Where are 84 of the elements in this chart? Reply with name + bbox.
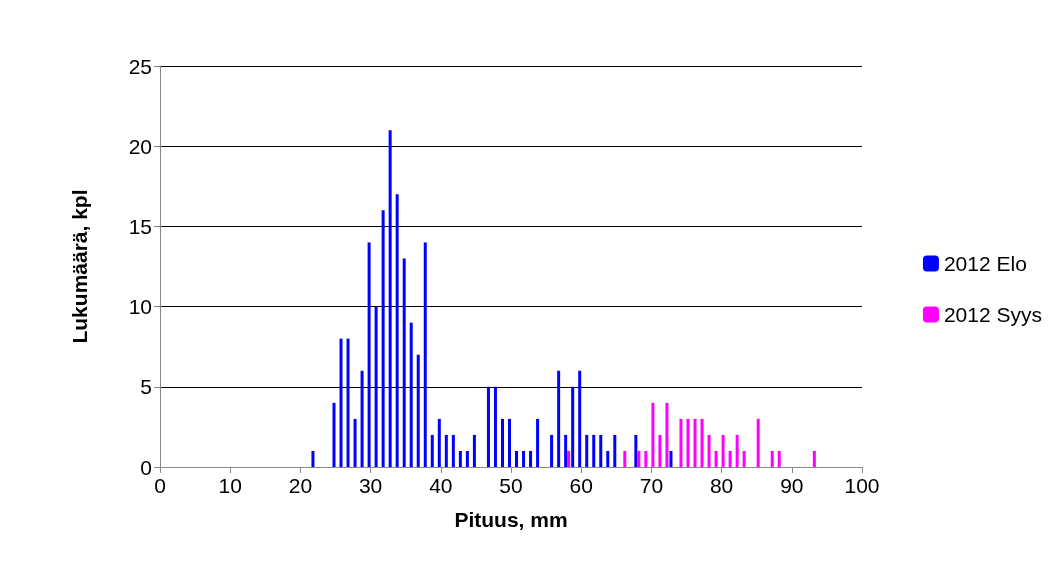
bar xyxy=(536,418,540,467)
bar xyxy=(564,434,568,467)
bar xyxy=(332,402,336,467)
bar xyxy=(812,450,816,467)
y-tick-label: 25 xyxy=(128,54,152,78)
legend-label: 2012 Elo xyxy=(943,252,1027,275)
bar xyxy=(693,418,697,467)
bar xyxy=(522,450,526,467)
bar xyxy=(742,450,746,467)
bar xyxy=(508,418,511,467)
bar xyxy=(458,450,462,467)
bar xyxy=(381,210,385,467)
bar xyxy=(557,370,561,467)
bar xyxy=(599,434,603,467)
bar xyxy=(430,434,434,467)
bar xyxy=(500,418,504,467)
bar xyxy=(777,450,781,467)
bar xyxy=(437,418,441,467)
x-tick-label: 50 xyxy=(499,474,523,497)
bar xyxy=(444,434,448,467)
bar xyxy=(679,418,683,467)
bar xyxy=(550,434,554,467)
bar xyxy=(451,434,455,467)
bar xyxy=(634,434,638,467)
bar xyxy=(714,450,718,467)
x-tick-label: 70 xyxy=(639,474,664,497)
bar xyxy=(770,450,774,467)
y-tick-label: 20 xyxy=(128,134,152,158)
bar xyxy=(360,370,364,467)
bar xyxy=(613,434,617,467)
bar xyxy=(423,242,427,467)
bar xyxy=(637,450,641,467)
bar xyxy=(623,450,627,467)
bar xyxy=(515,450,519,467)
bar xyxy=(592,434,596,467)
bar xyxy=(735,434,739,467)
x-tick-label: 20 xyxy=(288,474,313,497)
bar xyxy=(493,386,497,467)
y-tick-label: 0 xyxy=(140,455,152,479)
y-tick-label: 15 xyxy=(128,214,152,238)
bar xyxy=(578,370,582,467)
bar xyxy=(472,434,476,467)
bar xyxy=(669,450,673,467)
bar xyxy=(353,418,357,467)
x-tick-label: 80 xyxy=(709,474,734,497)
x-axis-title: Pituus, mm xyxy=(454,508,568,531)
bar xyxy=(756,418,760,467)
bar xyxy=(402,258,406,467)
bar xyxy=(571,386,575,467)
bar xyxy=(465,450,469,467)
bar xyxy=(728,450,732,467)
x-tick-label: 30 xyxy=(358,474,383,497)
y-tick-label: 10 xyxy=(128,295,152,319)
bar xyxy=(416,354,420,467)
bar xyxy=(665,402,669,467)
bar xyxy=(644,450,648,467)
bar xyxy=(486,386,490,467)
bar xyxy=(346,338,350,467)
bar xyxy=(658,434,662,467)
y-axis-title: Lukumäärä, kpl xyxy=(68,189,91,344)
legend-label: 2012 Syys xyxy=(943,303,1042,326)
bar xyxy=(395,194,399,467)
bar xyxy=(529,450,533,467)
bar xyxy=(409,322,413,467)
x-tick-label: 90 xyxy=(780,474,804,497)
bar xyxy=(311,450,315,467)
bar xyxy=(339,338,343,467)
x-tick-label: 10 xyxy=(218,474,242,497)
bar xyxy=(585,434,589,467)
bar xyxy=(367,242,371,467)
bar xyxy=(388,130,392,467)
bar xyxy=(651,402,655,467)
bar xyxy=(606,450,610,467)
bar xyxy=(567,450,571,467)
x-tick-label: 0 xyxy=(154,474,166,497)
y-tick-label: 5 xyxy=(140,375,152,399)
x-tick-label: 40 xyxy=(429,474,453,497)
bar xyxy=(700,418,704,467)
x-tick-label: 100 xyxy=(844,474,880,497)
bar xyxy=(707,434,711,467)
x-tick-label: 60 xyxy=(569,474,593,497)
bar xyxy=(686,418,690,467)
bar xyxy=(374,306,378,467)
bar xyxy=(721,434,725,467)
